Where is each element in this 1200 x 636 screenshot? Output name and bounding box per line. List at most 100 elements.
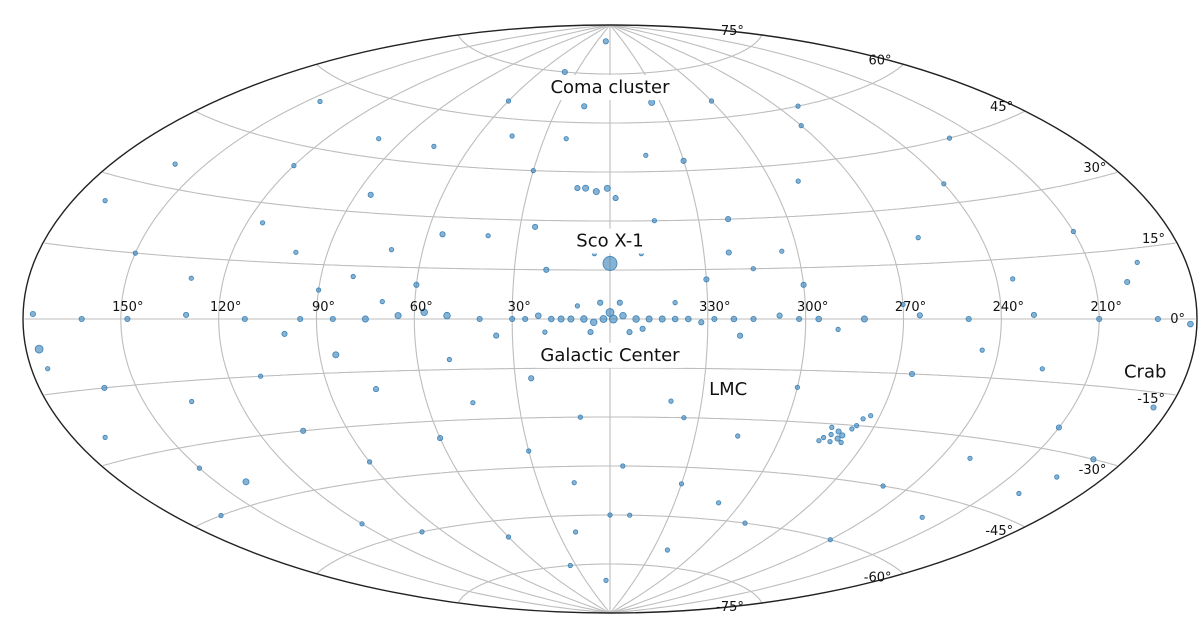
source-point xyxy=(798,123,804,129)
source-point xyxy=(708,98,715,104)
source-point xyxy=(241,315,248,323)
source-point xyxy=(535,312,542,319)
source-point xyxy=(485,233,491,239)
source-point xyxy=(626,329,633,336)
meridian-line xyxy=(609,24,807,614)
annotations: Coma cluster Sco X-1 Galactic Center LMC Cra… xyxy=(536,75,1171,402)
source-point xyxy=(446,356,452,363)
source-point xyxy=(443,311,451,320)
source-point xyxy=(413,281,420,288)
annotation-label: Coma cluster xyxy=(550,77,670,98)
source-point xyxy=(567,315,575,323)
source-point xyxy=(439,231,446,238)
annotation: Crab xyxy=(1120,359,1171,385)
source-point xyxy=(619,312,627,320)
lon-tick-label: 240° xyxy=(993,300,1024,315)
annotation: Sco X-1 xyxy=(572,228,648,254)
source-point xyxy=(29,310,36,318)
source-point xyxy=(548,315,555,323)
source-point xyxy=(574,303,581,309)
source-point xyxy=(172,161,178,167)
source-point xyxy=(639,325,646,332)
source-point xyxy=(643,152,649,158)
source-point xyxy=(372,386,380,393)
lat-tick-label: 0° xyxy=(1170,312,1185,327)
source-point xyxy=(45,366,51,372)
source-point xyxy=(567,562,573,569)
source-point xyxy=(281,330,288,337)
source-point xyxy=(698,319,705,326)
map-boundary xyxy=(22,24,1198,614)
source-point xyxy=(196,465,202,471)
lat-tick-label: 30° xyxy=(1083,161,1106,176)
source-point xyxy=(827,438,833,445)
annotation: Galactic Center xyxy=(536,342,685,368)
source-point xyxy=(431,143,437,149)
source-point xyxy=(607,512,613,518)
source-point xyxy=(78,315,85,323)
source-point xyxy=(915,235,921,241)
annotation: Coma cluster xyxy=(546,75,675,101)
source-point xyxy=(608,314,618,324)
source-point xyxy=(297,315,304,323)
source-point xyxy=(577,414,584,420)
source-point xyxy=(725,216,732,223)
source-point xyxy=(815,315,822,323)
source-point xyxy=(742,520,748,526)
source-point xyxy=(189,398,195,405)
source-point xyxy=(680,157,687,164)
annotation-background xyxy=(1120,359,1171,385)
source-point xyxy=(563,136,569,142)
source-point xyxy=(259,220,266,226)
source-point xyxy=(599,315,608,323)
source-point xyxy=(102,198,108,204)
tick-labels: 150° 120° 90° 60° 30° 330° 300° 270° 240° 210° 75°… xyxy=(112,24,1185,615)
source-point xyxy=(672,299,678,306)
source-point xyxy=(317,98,323,105)
source-point xyxy=(530,168,536,174)
source-point xyxy=(820,434,827,441)
source-point xyxy=(1055,424,1062,431)
source-point xyxy=(257,373,264,379)
source-point xyxy=(648,98,656,106)
source-point xyxy=(124,315,131,323)
meridian-line xyxy=(609,24,709,614)
source-point xyxy=(329,315,336,323)
source-point xyxy=(838,439,844,446)
source-point xyxy=(737,332,744,339)
source-point xyxy=(1030,311,1037,318)
source-point xyxy=(965,315,972,323)
source-point xyxy=(1016,490,1022,497)
lon-tick-label: 60° xyxy=(410,300,433,315)
source-point xyxy=(1039,366,1045,372)
source-point xyxy=(860,315,868,323)
source-point xyxy=(1010,276,1016,282)
source-point xyxy=(493,332,500,339)
source-point xyxy=(796,315,803,323)
source-point xyxy=(685,315,692,323)
source-point xyxy=(379,298,385,305)
source-point xyxy=(1187,320,1194,328)
source-point xyxy=(34,344,44,354)
source-point xyxy=(132,250,138,256)
meridian-line xyxy=(120,24,611,614)
source-point xyxy=(827,537,833,543)
annotation-label: LMC xyxy=(709,379,747,400)
source-point xyxy=(1134,259,1140,265)
source-point xyxy=(101,384,108,391)
source-point xyxy=(505,534,512,540)
source-point xyxy=(419,529,425,535)
source-point xyxy=(849,426,855,432)
source-point xyxy=(839,432,846,439)
source-point xyxy=(1070,228,1077,235)
source-point xyxy=(602,256,618,271)
lon-tick-label: 30° xyxy=(508,300,531,315)
source-point xyxy=(750,315,757,323)
source-point xyxy=(711,315,718,323)
lon-tick-label: 150° xyxy=(112,300,143,315)
source-point xyxy=(587,329,594,336)
source-point xyxy=(1124,278,1131,286)
source-point xyxy=(102,434,108,440)
source-point xyxy=(597,299,604,306)
source-point xyxy=(860,416,866,422)
